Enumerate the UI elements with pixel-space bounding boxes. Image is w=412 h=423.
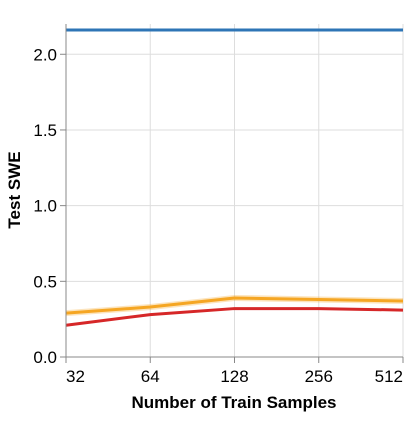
x-tick-labels: 32 64 128 256 512 <box>66 367 403 386</box>
series-3-line <box>65 307 404 327</box>
axes <box>60 24 404 363</box>
y-tick-labels: 0.0 0.5 1.0 1.5 2.0 <box>33 45 57 367</box>
x-axis-label: Number of Train Samples <box>132 393 337 412</box>
y-tick-label: 0.0 <box>33 348 57 367</box>
y-tick-label: 2.0 <box>33 45 57 64</box>
y-axis-label: Test SWE <box>5 151 24 228</box>
series-lines <box>65 28 404 327</box>
x-tick-label: 128 <box>220 367 248 386</box>
y-tick-label: 1.0 <box>33 197 57 216</box>
y-tick-label: 0.5 <box>33 272 57 291</box>
series-2-line <box>65 296 404 315</box>
x-tick-label: 64 <box>141 367 160 386</box>
x-tick-label: 32 <box>66 367 85 386</box>
y-tick-label: 1.5 <box>33 121 57 140</box>
x-tick-label: 512 <box>375 367 403 386</box>
x-tick-label: 256 <box>305 367 333 386</box>
